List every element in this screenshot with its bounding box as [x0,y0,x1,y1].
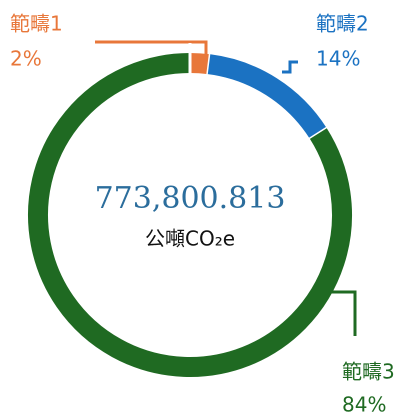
center-value: 773,800.813 [95,181,286,216]
leader-lines [95,40,357,336]
leader-line [95,40,208,54]
value-label: 14% [316,47,360,71]
category-label: 範疇2 [316,12,369,36]
value-label: 2% [10,47,42,71]
value-label: 84% [342,393,386,417]
category-label: 範疇3 [342,360,395,384]
slice [189,53,211,75]
leader-line [282,60,298,74]
category-label: 範疇1 [10,12,63,36]
center-unit: 公噸CO₂e [145,227,235,251]
slice [207,54,327,140]
leader-line [328,290,357,336]
slice [28,53,352,377]
slices [28,43,352,377]
